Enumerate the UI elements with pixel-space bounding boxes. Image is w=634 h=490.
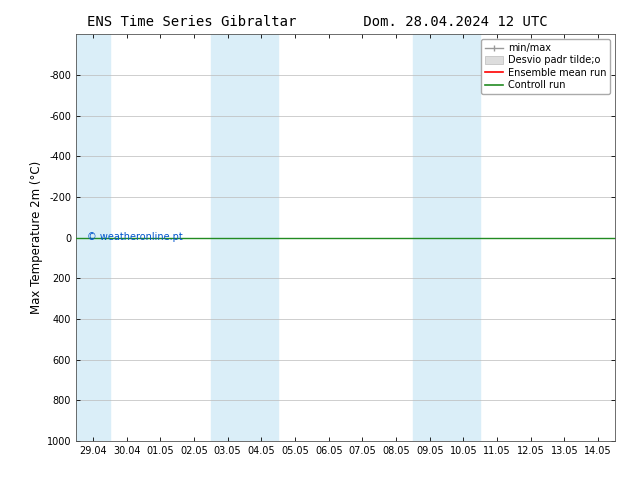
Text: ENS Time Series Gibraltar        Dom. 28.04.2024 12 UTC: ENS Time Series Gibraltar Dom. 28.04.202… <box>87 15 547 29</box>
Bar <box>413 34 481 441</box>
Text: © weatheronline.pt: © weatheronline.pt <box>87 232 183 242</box>
Y-axis label: Max Temperature 2m (°C): Max Temperature 2m (°C) <box>30 161 42 314</box>
Bar <box>210 34 278 441</box>
Bar <box>76 34 110 441</box>
Legend: min/max, Desvio padr tilde;o, Ensemble mean run, Controll run: min/max, Desvio padr tilde;o, Ensemble m… <box>481 39 610 94</box>
